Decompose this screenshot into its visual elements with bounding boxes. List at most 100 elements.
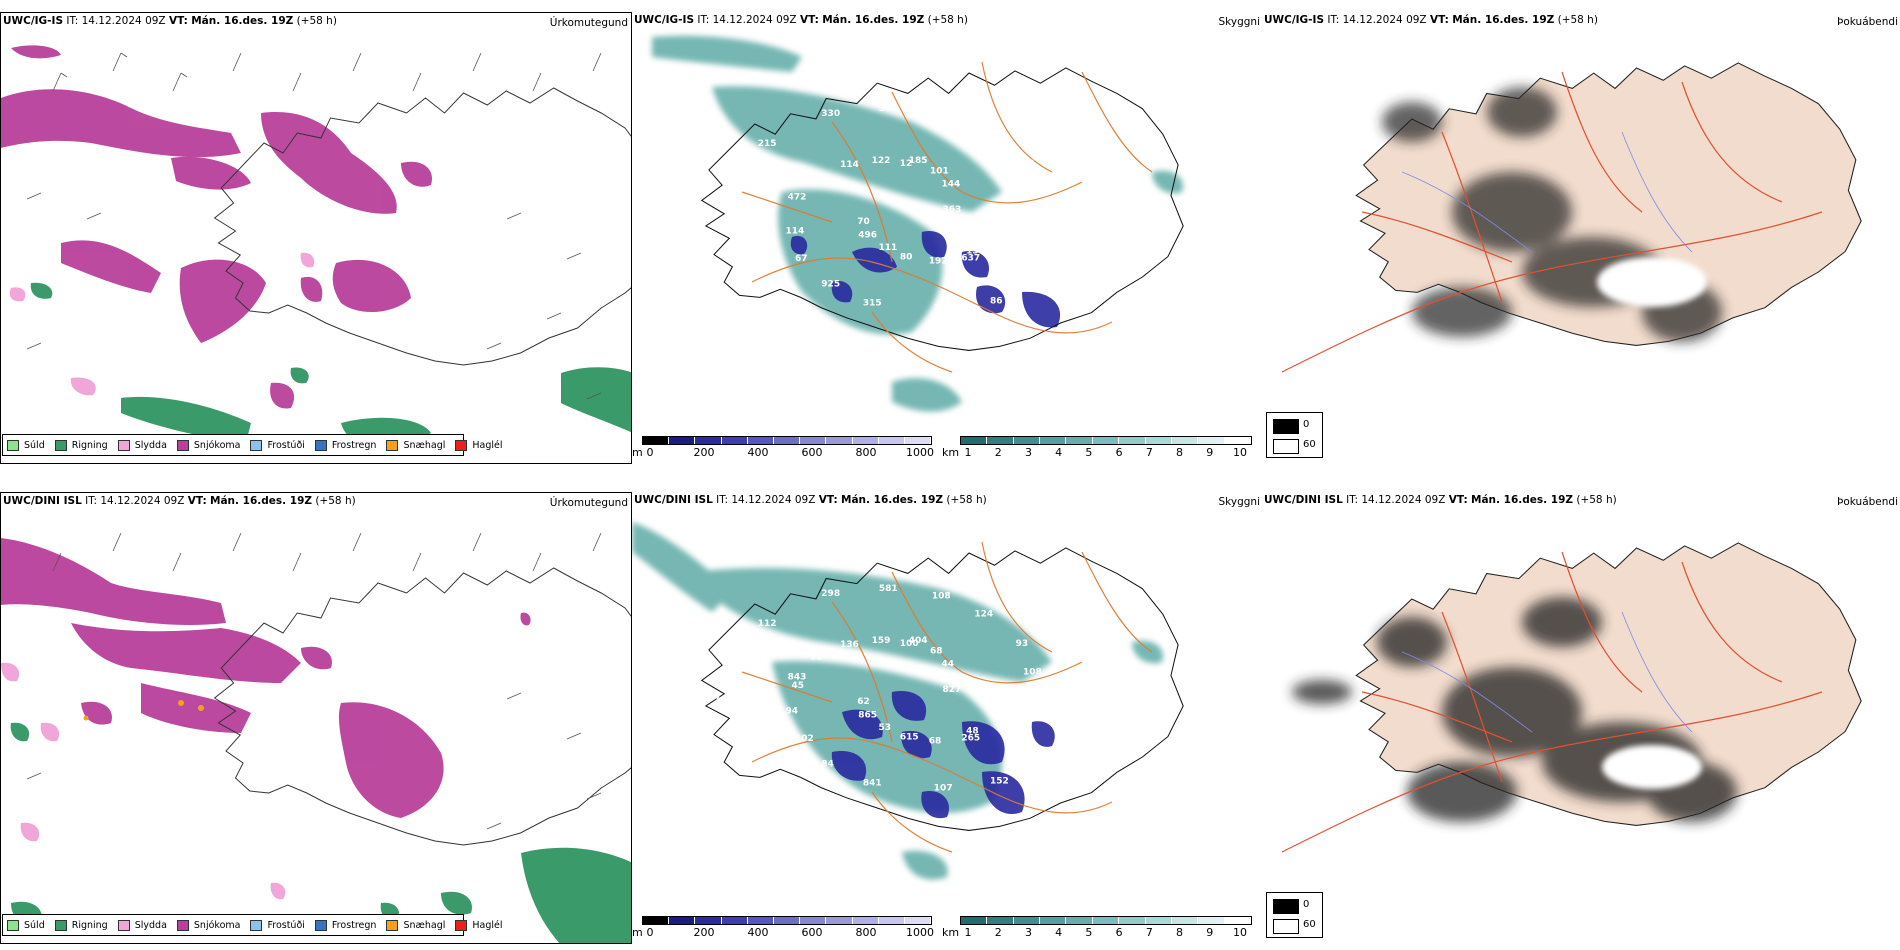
cloud-base-value: 136: [840, 640, 859, 650]
cloud-base-value: 89: [1015, 693, 1028, 703]
colorbar-tick: 8: [1176, 446, 1184, 459]
colorbar-tick: 0: [646, 446, 654, 459]
cloud-base-value: 86: [990, 297, 1003, 307]
init-time: 14.12.2024 09Z: [712, 14, 797, 26]
cloud-base-value: 122: [721, 652, 740, 662]
legend-swatch: [117, 439, 130, 451]
fog-legend-swatch: [1273, 919, 1299, 934]
colorbar-cells: [642, 436, 932, 445]
cloud-base-value: 114: [786, 227, 805, 237]
colorbar-cell: [852, 437, 879, 444]
model-name: UWC/IG-IS: [3, 15, 64, 27]
cloud-base-value: 107: [934, 783, 953, 793]
cloud-base-value: 615: [900, 733, 919, 743]
colorbar-tick: 3: [1024, 926, 1032, 939]
cloud-base-value: 70: [1042, 277, 1055, 287]
init-time: 14.12.2024 09Z: [1361, 494, 1446, 506]
panel-title-cloud: Skyggni: [1218, 496, 1261, 508]
cloud-base-value: 84: [821, 759, 834, 769]
colorbar-cell: [773, 437, 801, 444]
colorbar-cell: [852, 917, 879, 924]
precip-type-map-2: [1, 532, 631, 943]
cloud-base-value: 62: [857, 697, 870, 707]
fog-legend-label: 0: [1303, 899, 1310, 910]
legend-label: Haglél: [472, 919, 503, 931]
fog-legend-swatch: [1273, 419, 1299, 434]
fog-map-2: [1281, 542, 1862, 853]
colorbar-cell: [695, 917, 722, 924]
cloud-base-value: 185: [909, 156, 928, 166]
cloud-base-value: 53: [879, 723, 892, 733]
cloud-base-value: 68: [930, 646, 943, 656]
cloud-base-value: 100: [900, 639, 919, 649]
vt-label: VT:: [1448, 494, 1468, 506]
legend-label: Haglél: [472, 439, 503, 451]
model-name: UWC/DINI ISL: [1264, 494, 1343, 506]
colorbar-cell: [878, 437, 905, 444]
cloud-base-value: 925: [821, 279, 840, 289]
lead-time: (+58 h): [927, 14, 968, 26]
lead-time: (+58 h): [296, 15, 337, 27]
colorbar-cell: [721, 917, 748, 924]
panel-header-1c: UWC/IG-IS IT: 14.12.2024 09Z VT: Mán. 16…: [1264, 14, 1598, 26]
legend-item-súld: Súld: [7, 919, 45, 931]
colorbar-cells: [960, 916, 1252, 925]
colorbar-cell: [878, 917, 905, 924]
legend-swatch: [455, 439, 468, 451]
colorbar-tick: 9: [1206, 446, 1214, 459]
init-time: 14.12.2024 09Z: [731, 494, 816, 506]
cloud-base-value: 80: [900, 253, 913, 263]
cloud-base-value: 265: [961, 734, 980, 744]
cloud-base-value: 12: [900, 159, 913, 169]
legend-item-frostúði: Frostúði: [250, 439, 305, 451]
colorbar-cell: [904, 437, 932, 444]
cloud-base-value: 143: [932, 112, 951, 122]
fog-legend-label: 60: [1303, 919, 1316, 930]
cloud-base-value: 307: [934, 303, 953, 313]
legend-swatch: [386, 919, 399, 931]
colorbar-cell: [643, 917, 670, 924]
precip-type-map-1: [1, 45, 631, 453]
fog-legend: 0 60: [1266, 412, 1323, 458]
colorbar-tick: 400: [747, 926, 769, 939]
fog-panel-1: UWC/IG-IS IT: 14.12.2024 09Z VT: Mán. 16…: [1262, 12, 1900, 464]
colorbar-cell: [643, 437, 670, 444]
cloud-base-value: 298: [821, 589, 840, 599]
colorbar-cell: [826, 917, 853, 924]
cloud-base-value: 932: [1083, 246, 1102, 256]
legend-label: Snæhagl: [403, 919, 446, 931]
cloud-base-value: 843: [788, 673, 807, 683]
valid-time: Mán. 16.des. 19Z: [841, 494, 944, 506]
legend-swatch: [314, 919, 327, 931]
cloud-base-value: 272: [1016, 159, 1035, 169]
valid-time: Mán. 16.des. 19Z: [1471, 494, 1574, 506]
legend-swatch: [7, 439, 19, 451]
cloud-base-value: 56: [761, 308, 774, 318]
cloud-base-value: 124: [974, 609, 993, 619]
valid-time: Mán. 16.des. 19Z: [191, 15, 294, 27]
cloud-base-value: 31: [1023, 187, 1036, 197]
colorbar-cell: [800, 437, 827, 444]
cloud-base-value: 76: [1098, 191, 1111, 201]
init-time: 14.12.2024 09Z: [100, 495, 185, 507]
vt-label: VT:: [799, 14, 819, 26]
cloud-base-value: 152: [990, 777, 1009, 787]
it-label: IT:: [85, 495, 98, 507]
legend-item-snjókoma: Snjókoma: [176, 439, 240, 451]
colorbar-tick: 2: [994, 926, 1002, 939]
init-time: 14.12.2024 09Z: [1342, 14, 1427, 26]
fog-legend-swatch: [1273, 899, 1299, 914]
cloud-base-value: 121: [721, 172, 740, 182]
legend-item-rigning: Rigning: [54, 919, 108, 931]
cloud-base-value: 581: [879, 584, 898, 594]
colorbar-tick: 4: [1055, 926, 1063, 939]
cloud-base-value: 23: [810, 172, 823, 182]
fog-legend-swatch: [1273, 439, 1299, 454]
colorbar-cell: [904, 917, 932, 924]
precip-type-panel-1: UWC/IG-IS IT: 14.12.2024 09Z VT: Mán. 16…: [0, 12, 632, 464]
cloud-base-value: 404: [909, 636, 928, 646]
legend-swatch: [176, 439, 189, 451]
it-label: IT:: [66, 15, 79, 27]
cloud-base-value: 637: [961, 254, 980, 264]
colorbar-cell: [987, 917, 1014, 924]
